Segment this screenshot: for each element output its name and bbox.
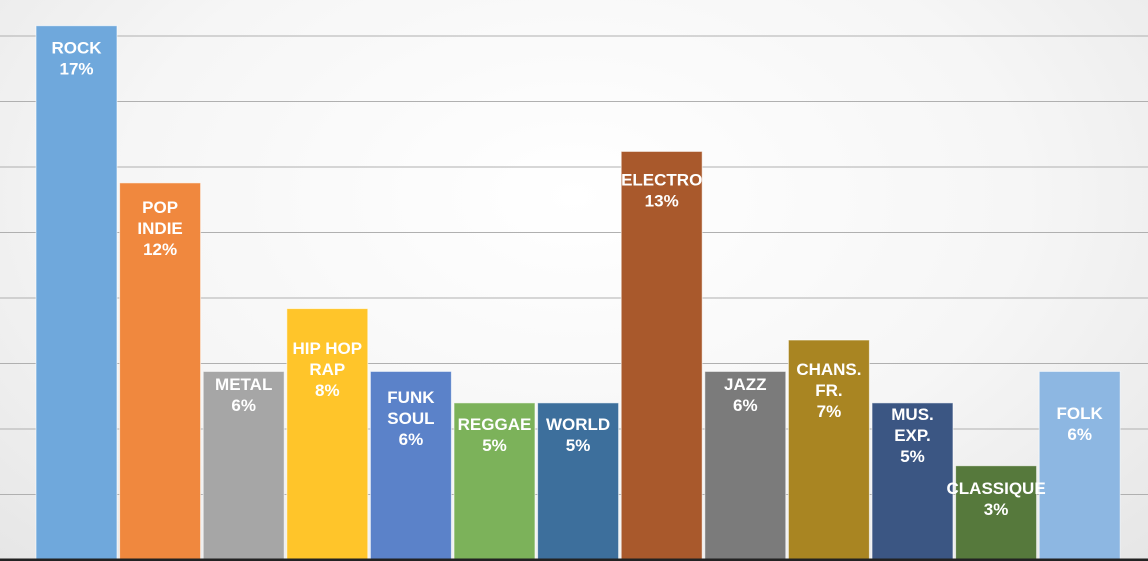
bar-category-label: CHANS. <box>796 360 861 379</box>
bar-category-label: REGGAE <box>458 415 532 434</box>
bar-world <box>537 402 620 561</box>
bar-value-label: 8% <box>315 381 340 400</box>
bar-value-label: 7% <box>817 402 842 421</box>
bars <box>35 25 1121 561</box>
bar-labels: ROCK 17% POP INDIE 12% METAL 6% HIP HOP RAP 8% FUN… <box>51 39 1103 519</box>
bar-value-label: 6% <box>733 396 758 415</box>
bar-category-label: FR. <box>815 381 842 400</box>
bar-category-label: HIP HOP <box>293 339 363 358</box>
bar-value-label: 3% <box>984 500 1009 519</box>
bar-value-label: 17% <box>59 60 93 79</box>
bar-category-label: POP <box>142 198 178 217</box>
bar-category-label: JAZZ <box>724 375 767 394</box>
bar-classique <box>955 465 1038 561</box>
bar-hip-hop-rap <box>286 308 369 561</box>
bar-value-label: 5% <box>482 436 507 455</box>
bar-category-label: EXP. <box>894 426 931 445</box>
bar-category-label: SOUL <box>387 409 434 428</box>
bar-value-label: 5% <box>900 447 925 466</box>
bar-category-label: MUS. <box>891 405 934 424</box>
bar-reggae <box>453 402 536 561</box>
bar-category-label: WORLD <box>546 415 610 434</box>
bar-funk-soul <box>369 370 452 561</box>
bar-category-label: RAP <box>309 360 345 379</box>
bar-value-label: 6% <box>1067 425 1092 444</box>
bar-category-label: ELECTRO <box>621 170 702 189</box>
bar-category-label: INDIE <box>137 219 182 238</box>
bar-category-label: METAL <box>215 375 272 394</box>
bar-value-label: 6% <box>399 430 424 449</box>
bar-metal <box>202 370 285 561</box>
bar-electro <box>620 150 703 561</box>
bar-category-label: FOLK <box>1057 404 1104 423</box>
bar-folk <box>1038 370 1121 561</box>
bar-value-label: 5% <box>566 436 591 455</box>
bar-category-label: ROCK <box>51 39 102 58</box>
bar-value-label: 13% <box>645 191 679 210</box>
bar-value-label: 12% <box>143 240 177 259</box>
bar-category-label: FUNK <box>387 388 435 407</box>
bar-category-label: CLASSIQUE <box>947 479 1046 498</box>
bar-mus-exp <box>871 402 954 561</box>
bar-value-label: 6% <box>231 396 256 415</box>
bar-rock <box>35 25 118 561</box>
bar-chans-fr <box>787 339 870 561</box>
bar-pop-indie <box>119 182 202 561</box>
